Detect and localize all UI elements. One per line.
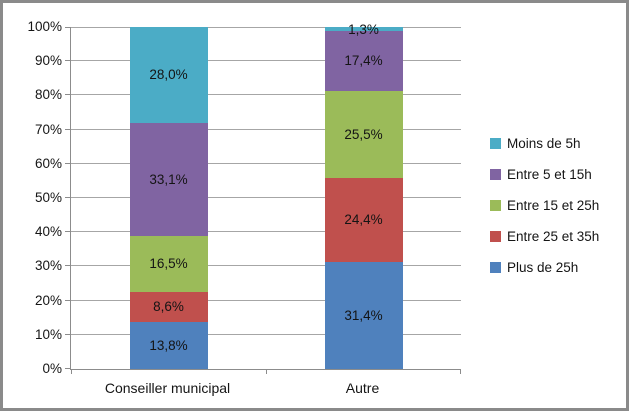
data-label: 13,8%	[149, 337, 188, 353]
data-label: 31,4%	[344, 307, 383, 323]
y-axis-tick	[65, 334, 71, 335]
plot-area: 13,8% 8,6% 16,5% 33,1% 28,0% 31,4% 24,4% 25,5% 1…	[65, 23, 461, 374]
y-axis-tick-label: 40%	[34, 224, 62, 239]
bar-segment[interactable]: 13,8%	[129, 321, 208, 369]
bar-segment[interactable]: 33,1%	[129, 122, 208, 236]
data-label: 8,6%	[153, 299, 184, 315]
legend-item-label: Entre 15 et 25h	[507, 198, 600, 213]
legend-item-plus-de-25h[interactable]: Plus de 25h	[490, 257, 599, 278]
y-axis-tick	[65, 197, 71, 198]
bar-segment[interactable]: 25,5%	[324, 90, 403, 179]
bar-segment[interactable]: 16,5%	[129, 235, 208, 293]
gridline	[71, 334, 461, 335]
legend-swatch-plus-de-25h	[490, 262, 501, 273]
legend-swatch-entre-5-et-15h	[490, 169, 501, 180]
legend-item-entre-15-et-25h[interactable]: Entre 15 et 25h	[490, 195, 599, 216]
data-label: 16,5%	[149, 256, 188, 272]
legend-item-label: Plus de 25h	[507, 260, 579, 275]
gridline	[71, 231, 461, 232]
y-axis-tick	[65, 265, 71, 266]
bar-segment[interactable]: 8,6%	[129, 292, 208, 322]
y-axis-tick-label: 10%	[34, 327, 62, 342]
data-label: 28,0%	[149, 67, 188, 83]
gridline	[71, 163, 461, 164]
bar-segment[interactable]: 17,4%	[324, 31, 403, 91]
y-axis-tick	[65, 60, 71, 61]
legend-swatch-moins-de-5h	[490, 138, 501, 149]
x-axis-category-label: Autre	[345, 380, 380, 396]
legend-item-moins-de-5h[interactable]: Moins de 5h	[490, 133, 599, 154]
y-axis-tick-label: 50%	[34, 190, 62, 205]
gridline	[71, 27, 461, 28]
legend-item-label: Moins de 5h	[507, 136, 581, 151]
bar-segment[interactable]: 31,4%	[324, 261, 403, 369]
bar-segment[interactable]: 1,3%	[324, 23, 403, 36]
bar-conseiller-municipal: 13,8% 8,6% 16,5% 33,1% 28,0%	[129, 27, 208, 369]
x-axis-tick	[460, 369, 461, 374]
y-axis-tick	[65, 27, 71, 28]
y-axis-tick-label: 100%	[27, 19, 62, 34]
bar-segment[interactable]: 24,4%	[324, 178, 403, 262]
y-axis-tick-label: 70%	[34, 122, 62, 137]
legend-item-entre-25-et-35h[interactable]: Entre 25 et 35h	[490, 226, 599, 247]
gridline	[71, 60, 461, 61]
y-axis-tick-label: 60%	[34, 156, 62, 171]
legend-item-label: Entre 5 et 15h	[507, 167, 592, 182]
bar-autre: 31,4% 24,4% 25,5% 17,4% 1,3%	[324, 23, 403, 369]
legend-item-label: Entre 25 et 35h	[507, 229, 600, 244]
y-axis-tick	[65, 231, 71, 232]
gridline	[71, 129, 461, 130]
x-axis-tick	[71, 369, 72, 374]
data-label: 1,3%	[348, 21, 379, 37]
legend: Moins de 5h Entre 5 et 15h Entre 15 et 2…	[490, 133, 599, 278]
y-axis-tick-label: 80%	[34, 87, 62, 102]
data-label: 24,4%	[344, 212, 383, 228]
y-axis-tick-label: 30%	[34, 258, 62, 273]
gridline	[71, 197, 461, 198]
y-axis-tick-label: 20%	[34, 293, 62, 308]
y-axis-tick-label: 0%	[42, 361, 62, 376]
gridline	[71, 94, 461, 95]
data-label: 17,4%	[344, 53, 383, 69]
legend-item-entre-5-et-15h[interactable]: Entre 5 et 15h	[490, 164, 599, 185]
y-axis-tick	[65, 300, 71, 301]
y-axis-tick	[65, 129, 71, 130]
y-axis-tick	[65, 368, 71, 369]
y-axis-tick	[65, 94, 71, 95]
legend-swatch-entre-15-et-25h	[490, 200, 501, 211]
x-axis-tick	[266, 369, 267, 374]
y-axis-tick	[65, 163, 71, 164]
data-label: 33,1%	[149, 171, 188, 187]
legend-swatch-entre-25-et-35h	[490, 231, 501, 242]
bar-segment[interactable]: 28,0%	[129, 27, 208, 123]
y-axis-tick-label: 90%	[34, 53, 62, 68]
data-label: 25,5%	[344, 126, 383, 142]
x-axis-category-label: Conseiller municipal	[104, 380, 231, 396]
gridline	[71, 265, 461, 266]
gridline	[71, 300, 461, 301]
